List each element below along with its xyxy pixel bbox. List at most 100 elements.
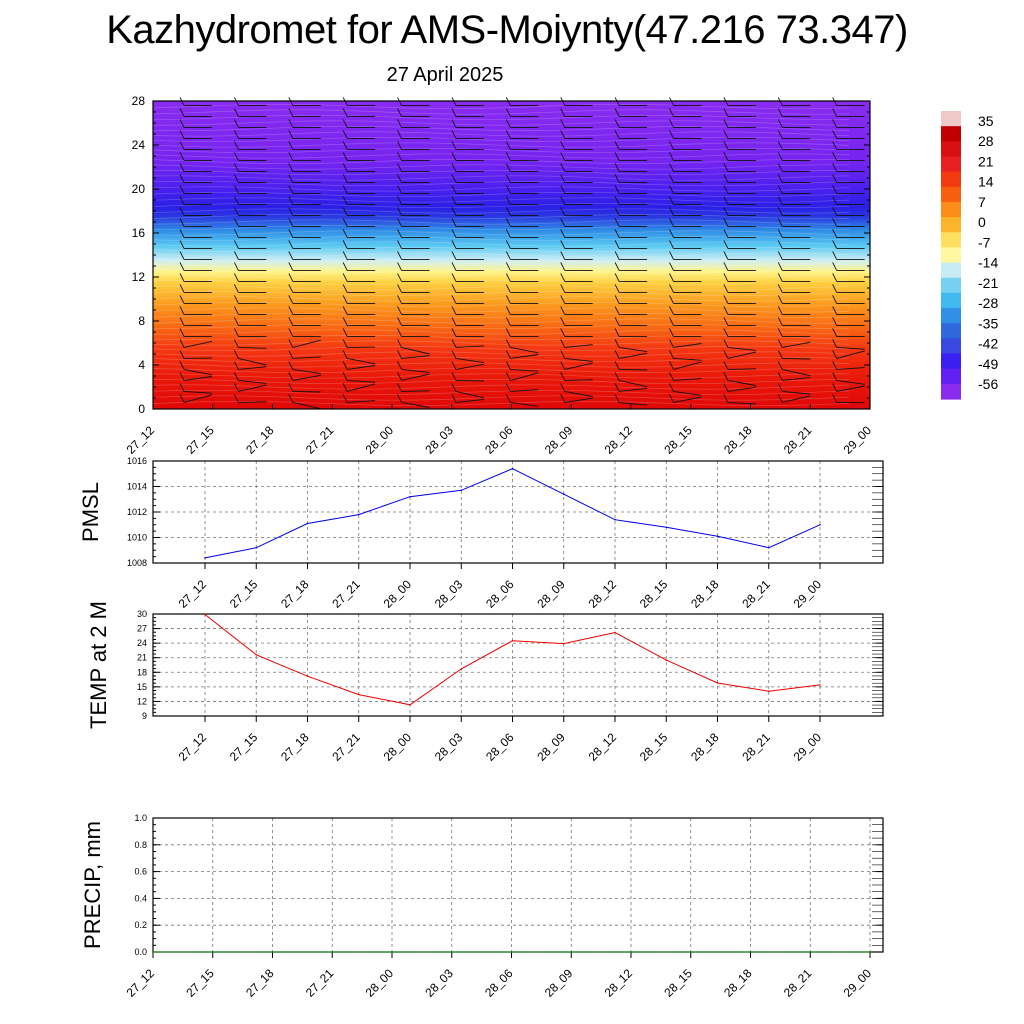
wind-barb-flag bbox=[832, 350, 838, 359]
wind-barb-flag bbox=[832, 328, 838, 337]
wind-barb-flag bbox=[777, 207, 783, 216]
wind-barb bbox=[401, 368, 430, 373]
y-tick-label: 12 bbox=[137, 696, 147, 706]
wind-barb-flag bbox=[342, 262, 348, 271]
wind-barb-flag bbox=[397, 152, 402, 161]
wind-barb-flag bbox=[342, 141, 348, 150]
precip-panel: 0.0 0.2 0.4 0.6 0.8 1.0 27_12 27_15 27_18 27_21 28… bbox=[80, 813, 884, 1000]
wind-barb-flag bbox=[832, 372, 838, 381]
wind-barb-flag bbox=[288, 185, 294, 194]
y-tick-label: 27 bbox=[137, 624, 147, 634]
wind-barb-flag bbox=[505, 108, 511, 117]
wind-barb-flag bbox=[397, 361, 402, 370]
wind-barb-flag bbox=[505, 185, 511, 194]
wind-barb-flag bbox=[451, 130, 457, 139]
colorbar-swatch bbox=[941, 186, 961, 203]
contour-line bbox=[152, 230, 850, 236]
wind-barb-flag bbox=[288, 163, 294, 172]
wind-barb-flag bbox=[179, 262, 185, 271]
wind-barb-flag bbox=[560, 328, 566, 337]
wind-barb-flag bbox=[723, 152, 729, 161]
data-point bbox=[357, 693, 360, 696]
data-point bbox=[665, 526, 668, 529]
wind-barb bbox=[836, 350, 865, 359]
wind-barb-flag bbox=[397, 196, 402, 205]
wind-barb-flag bbox=[179, 141, 185, 150]
wind-barb bbox=[673, 396, 702, 403]
wind-barb-flag bbox=[397, 295, 402, 304]
wind-barb-flag bbox=[342, 372, 348, 381]
wind-barb-flag bbox=[342, 196, 348, 205]
wind-barb-flag bbox=[614, 240, 620, 249]
wind-barb-flag bbox=[614, 317, 620, 326]
wind-barb bbox=[564, 379, 593, 381]
wind-barb-flag bbox=[179, 218, 185, 227]
wind-barb-flag bbox=[614, 262, 620, 271]
temp-panel: 9 12 15 18 21 24 27 30 27_12 27_15 27_18 27_21 28_00… bbox=[86, 601, 884, 764]
data-point bbox=[204, 613, 206, 616]
wind-barb-flag bbox=[723, 174, 729, 183]
y-tick-label: 1008 bbox=[127, 558, 147, 568]
wind-barb-flag bbox=[560, 119, 566, 128]
wind-barb bbox=[183, 390, 213, 394]
colorbar-label: 0 bbox=[978, 214, 986, 230]
contour-line bbox=[152, 136, 850, 143]
wind-barb bbox=[673, 378, 702, 381]
x-tick-label: 27_12 bbox=[124, 966, 158, 1000]
x-tick-label: 28_12 bbox=[602, 423, 636, 457]
contour-line bbox=[152, 351, 850, 357]
wind-barb-flag bbox=[288, 141, 294, 150]
data-point bbox=[255, 654, 258, 656]
wind-barb-flag bbox=[505, 207, 511, 216]
wind-barb-flag bbox=[723, 383, 729, 392]
wind-barb-flag bbox=[451, 218, 457, 227]
x-tick-label: 28_00 bbox=[363, 966, 397, 1000]
wind-barb bbox=[619, 401, 648, 406]
wind-barb-flag bbox=[723, 163, 729, 172]
plot-frame bbox=[152, 613, 884, 717]
data-point bbox=[809, 951, 812, 953]
data-point bbox=[306, 675, 309, 677]
wind-barb-flag bbox=[397, 108, 402, 117]
colorbar-swatch bbox=[941, 217, 961, 233]
wind-barb-flag bbox=[397, 328, 402, 337]
wind-barb-flag bbox=[505, 240, 511, 249]
wind-barb-flag bbox=[505, 273, 511, 282]
heatmap-field bbox=[153, 101, 870, 409]
contour-line bbox=[152, 384, 850, 390]
x-tick-label: 28_09 bbox=[542, 966, 576, 1000]
wind-barb bbox=[238, 401, 267, 403]
wind-barb-flag bbox=[669, 130, 674, 139]
wind-barb-flag bbox=[233, 295, 239, 304]
y-tick-label: 1016 bbox=[127, 456, 147, 466]
wind-barb bbox=[183, 340, 213, 348]
wind-barb-flag bbox=[560, 163, 566, 172]
wind-barb-flag bbox=[342, 240, 348, 249]
colorbar-swatch bbox=[941, 308, 961, 324]
contour-line bbox=[152, 252, 850, 258]
wind-barb-flag bbox=[669, 174, 674, 183]
y-tick-label: 8 bbox=[138, 314, 145, 328]
wind-barb-flag bbox=[451, 196, 457, 205]
y-tick-label: 24 bbox=[137, 638, 147, 648]
wind-barb-flag bbox=[669, 394, 674, 403]
wind-barb-flag bbox=[342, 207, 348, 216]
wind-barb-flag bbox=[288, 383, 294, 392]
wind-barb-flag bbox=[614, 130, 620, 139]
wind-barb-flag bbox=[451, 394, 457, 403]
data-point bbox=[391, 951, 393, 953]
wind-barb bbox=[183, 368, 213, 376]
colorbar-swatch bbox=[941, 353, 961, 370]
y-tick-label: 0.8 bbox=[134, 840, 147, 850]
wind-barb-flag bbox=[342, 130, 348, 139]
y-tick-label: 21 bbox=[137, 653, 147, 663]
wind-barb-flag bbox=[451, 108, 457, 117]
wind-barb-flag bbox=[342, 174, 348, 183]
wind-barb-flag bbox=[505, 141, 511, 150]
wind-barb-flag bbox=[777, 317, 783, 326]
x-tick-label: 28_06 bbox=[482, 966, 516, 1000]
wind-barb-flag bbox=[451, 328, 457, 337]
wind-barb-flag bbox=[669, 163, 674, 172]
pmsl-panel: 1008 1010 1012 1014 1016 27_12 27_15 27_18 27_21… bbox=[78, 456, 884, 611]
wind-barb-flag bbox=[233, 130, 239, 139]
